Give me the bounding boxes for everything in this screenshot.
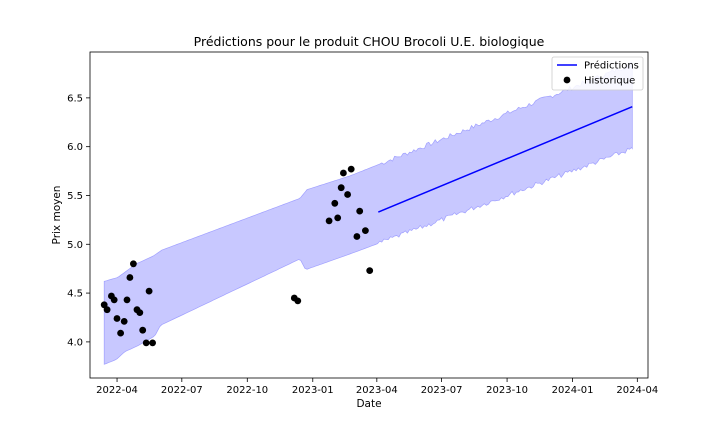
history-series bbox=[100, 165, 374, 347]
confidence-band bbox=[103, 61, 633, 365]
x-tick-label: 2022-10 bbox=[226, 385, 268, 396]
y-tick-label: 6.5 bbox=[67, 93, 83, 104]
history-point bbox=[366, 267, 374, 274]
history-point bbox=[294, 297, 302, 305]
history-point bbox=[149, 339, 157, 347]
x-tick-label: 2023-10 bbox=[486, 385, 528, 396]
history-point bbox=[362, 227, 369, 235]
plot-frame bbox=[89, 51, 649, 379]
history-point bbox=[126, 274, 134, 281]
history-point bbox=[325, 217, 333, 225]
x-tick-label: 2022-07 bbox=[161, 385, 203, 396]
y-axis-label: Prix moyen bbox=[51, 186, 63, 245]
x-axis-label: Date bbox=[356, 398, 381, 410]
history-point bbox=[344, 191, 351, 198]
y-tick-label: 4.5 bbox=[67, 289, 83, 300]
legend: Prédictions Historique bbox=[551, 56, 644, 91]
y-tick-label: 6.0 bbox=[67, 142, 83, 153]
x-tick-label: 2022-04 bbox=[96, 385, 138, 396]
confidence-band-area bbox=[103, 61, 633, 365]
y-tick-label: 4.0 bbox=[67, 337, 83, 348]
legend-label: Prédictions bbox=[584, 60, 639, 72]
history-point bbox=[103, 306, 111, 314]
legend-label: Historique bbox=[584, 76, 635, 87]
prediction-line bbox=[378, 106, 633, 213]
y-tick-label: 5.0 bbox=[67, 240, 83, 251]
history-point bbox=[340, 169, 347, 177]
prediction-series bbox=[378, 106, 633, 213]
history-point bbox=[353, 233, 361, 240]
y-axis: 4.0 4.5 5.0 5.5 6.0 6.5 bbox=[67, 93, 90, 348]
history-point bbox=[145, 287, 153, 295]
legend-dot-swatch bbox=[563, 76, 571, 84]
y-tick-label: 5.5 bbox=[67, 191, 83, 202]
history-point bbox=[331, 199, 339, 207]
history-point bbox=[123, 296, 131, 304]
history-point bbox=[117, 329, 124, 337]
history-point bbox=[100, 301, 108, 309]
x-tick-label: 2023-04 bbox=[356, 385, 398, 396]
x-axis: 2022-04 2022-07 2022-10 2023-01 2023-04 2023-… bbox=[96, 378, 658, 396]
history-point bbox=[136, 309, 144, 316]
history-point bbox=[130, 260, 137, 268]
history-point bbox=[142, 339, 150, 347]
chart-title: Prédictions pour le produit CHOU Brocoli… bbox=[194, 34, 545, 49]
x-tick-label: 2024-04 bbox=[616, 385, 658, 396]
history-point bbox=[337, 184, 345, 192]
history-point bbox=[356, 207, 364, 215]
history-point bbox=[120, 318, 128, 325]
history-point bbox=[113, 315, 121, 322]
history-point bbox=[110, 296, 118, 304]
x-tick-label: 2024-01 bbox=[552, 385, 594, 396]
history-point bbox=[347, 165, 355, 173]
x-tick-label: 2023-07 bbox=[421, 385, 463, 396]
history-point bbox=[334, 214, 342, 222]
history-point bbox=[139, 326, 147, 334]
x-tick-label: 2023-01 bbox=[292, 385, 334, 396]
